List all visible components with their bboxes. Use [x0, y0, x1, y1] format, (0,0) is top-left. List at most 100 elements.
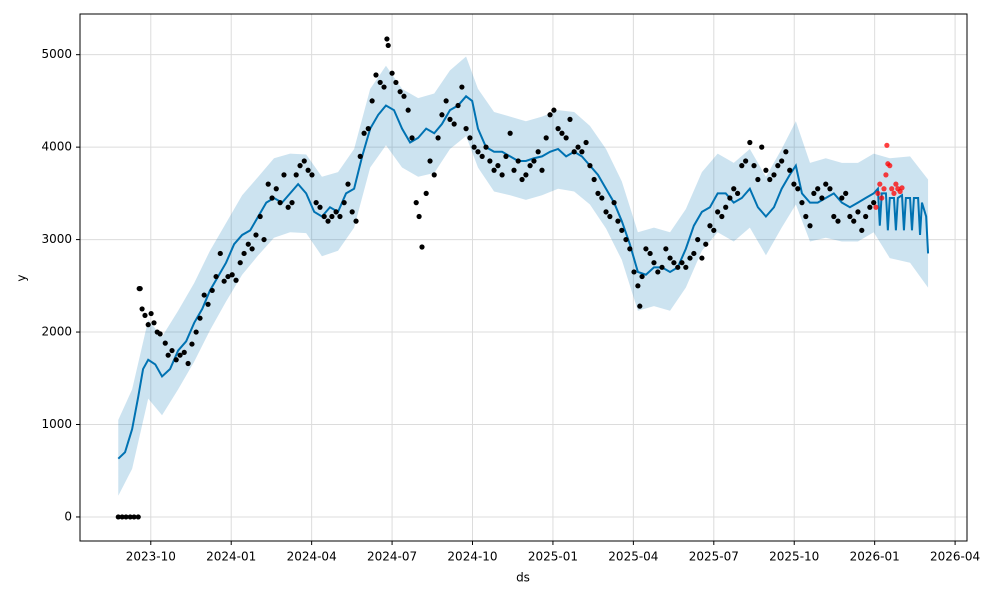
- observed-point: [127, 514, 133, 520]
- observed-point: [205, 301, 211, 307]
- observed-point: [475, 149, 481, 155]
- observed-point: [381, 84, 387, 90]
- observed-point: [839, 195, 845, 201]
- recent-point: [889, 186, 895, 192]
- observed-point: [695, 236, 701, 243]
- observed-point: [151, 320, 157, 326]
- observed-point: [859, 227, 865, 233]
- observed-point: [165, 352, 171, 358]
- observed-point: [547, 112, 553, 118]
- observed-point: [397, 89, 403, 95]
- observed-point: [193, 329, 199, 335]
- observed-point: [687, 255, 693, 261]
- observed-point: [345, 181, 351, 187]
- observed-point: [317, 204, 323, 210]
- y-tick-label: 1000: [41, 417, 72, 431]
- x-tick-label: 2026-01: [850, 550, 900, 564]
- observed-point: [519, 176, 525, 183]
- observed-point: [571, 149, 577, 155]
- observed-point: [559, 130, 565, 136]
- recent-point: [891, 190, 897, 196]
- y-tick-label: 3000: [41, 232, 72, 246]
- observed-point: [416, 213, 422, 220]
- observed-point: [197, 315, 203, 321]
- observed-point: [479, 153, 485, 159]
- observed-point: [699, 255, 705, 261]
- observed-point: [139, 306, 145, 312]
- observed-point: [539, 167, 545, 173]
- observed-point: [787, 167, 793, 173]
- observed-point: [451, 121, 457, 127]
- observed-point: [185, 360, 191, 367]
- observed-point: [655, 269, 661, 275]
- observed-point: [373, 72, 379, 78]
- observed-point: [783, 149, 789, 155]
- observed-point: [775, 163, 781, 169]
- x-tick-label: 2025-01: [528, 550, 578, 564]
- observed-point: [619, 227, 625, 233]
- observed-point: [551, 107, 557, 113]
- observed-point: [325, 218, 331, 224]
- observed-point: [409, 135, 415, 141]
- x-tick-label: 2024-10: [447, 550, 497, 564]
- observed-point: [257, 213, 263, 220]
- observed-point: [607, 213, 613, 220]
- observed-point: [827, 186, 833, 192]
- observed-point: [631, 269, 637, 275]
- observed-point: [659, 264, 665, 270]
- observed-point: [727, 195, 733, 201]
- observed-point: [467, 135, 473, 141]
- observed-point: [209, 287, 215, 294]
- observed-point: [671, 260, 677, 266]
- y-tick-label: 4000: [41, 140, 72, 154]
- observed-point: [535, 149, 541, 155]
- recent-point: [873, 204, 879, 210]
- observed-point: [427, 158, 433, 164]
- observed-point: [755, 176, 761, 183]
- observed-point: [735, 190, 741, 196]
- x-tick-label: 2023-10: [126, 550, 176, 564]
- observed-point: [157, 331, 163, 337]
- observed-point: [137, 285, 143, 292]
- observed-point: [341, 200, 347, 206]
- observed-point: [795, 186, 801, 192]
- x-tick-label: 2024-04: [287, 550, 337, 564]
- uncertainty-band: [118, 56, 929, 496]
- observed-point: [439, 112, 445, 118]
- axes-frame: [79, 13, 968, 542]
- observed-point: [245, 241, 251, 247]
- observed-point: [587, 163, 593, 169]
- observed-point: [119, 514, 125, 520]
- recent-point: [899, 185, 905, 191]
- observed-point: [471, 144, 477, 150]
- observed-point: [431, 172, 437, 178]
- observed-point: [499, 172, 505, 178]
- observed-point: [635, 283, 641, 289]
- observed-point: [767, 176, 773, 183]
- observed-point: [145, 322, 151, 328]
- observed-point: [683, 264, 689, 270]
- observed-point: [293, 172, 299, 178]
- observed-point: [353, 218, 359, 224]
- observed-point: [337, 213, 343, 220]
- observed-point: [803, 213, 809, 220]
- observed-point: [515, 158, 521, 164]
- observed-point: [455, 102, 461, 109]
- observed-point: [543, 135, 549, 141]
- observed-point: [181, 349, 187, 355]
- observed-point: [811, 190, 817, 196]
- x-tick-label: 2025-10: [769, 550, 819, 564]
- forecast-line: [117, 94, 930, 460]
- y-tick-label: 2000: [41, 325, 72, 339]
- observed-point: [217, 250, 223, 257]
- observed-point: [369, 98, 375, 104]
- observed-point: [285, 204, 291, 210]
- observed-point: [365, 126, 371, 132]
- observed-point: [491, 167, 497, 173]
- observed-point: [719, 213, 725, 220]
- observed-point: [423, 190, 429, 196]
- observed-point: [651, 260, 657, 266]
- observed-point: [595, 190, 601, 196]
